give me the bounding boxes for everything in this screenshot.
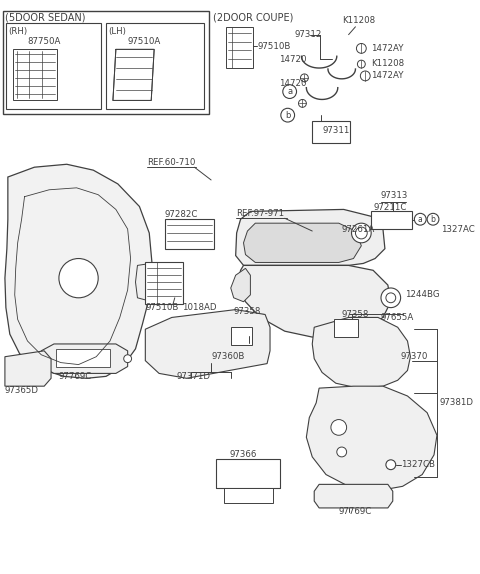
Text: (LH): (LH) — [108, 27, 126, 36]
Circle shape — [358, 60, 365, 68]
Text: 97360B: 97360B — [211, 352, 244, 361]
Text: 1327AC: 1327AC — [441, 224, 475, 234]
Bar — [106, 23, 204, 109]
Text: a: a — [418, 215, 422, 224]
Text: 97510A: 97510A — [128, 37, 161, 46]
Polygon shape — [236, 210, 385, 265]
Bar — [226, 27, 253, 68]
Bar — [371, 211, 412, 229]
Circle shape — [351, 223, 371, 243]
Text: a: a — [287, 87, 292, 96]
Text: 97261A: 97261A — [342, 224, 375, 234]
Polygon shape — [238, 265, 391, 337]
Polygon shape — [135, 262, 165, 302]
Circle shape — [300, 74, 308, 82]
Polygon shape — [314, 484, 393, 508]
Text: 97211C: 97211C — [373, 203, 407, 212]
Text: 14720: 14720 — [279, 79, 306, 88]
Text: 87750A: 87750A — [27, 37, 61, 46]
Bar — [312, 121, 349, 143]
Circle shape — [331, 420, 347, 435]
Text: REF.60-710: REF.60-710 — [147, 158, 196, 167]
Text: 97365D: 97365D — [5, 386, 39, 394]
Text: b: b — [431, 215, 435, 224]
Circle shape — [414, 214, 426, 225]
Text: 1472AY: 1472AY — [371, 71, 404, 80]
Bar — [145, 262, 182, 304]
Circle shape — [59, 258, 98, 298]
Polygon shape — [306, 386, 437, 491]
Text: 97358: 97358 — [234, 307, 261, 316]
Circle shape — [381, 288, 401, 308]
Circle shape — [356, 227, 367, 239]
Text: 97366: 97366 — [230, 451, 257, 459]
Circle shape — [360, 71, 370, 81]
Text: 97370: 97370 — [401, 352, 428, 361]
Text: (2DOOR COUPE): (2DOOR COUPE) — [213, 13, 293, 23]
Bar — [236, 315, 263, 336]
Text: 1018AD: 1018AD — [181, 303, 216, 312]
Circle shape — [283, 85, 297, 99]
Polygon shape — [5, 351, 51, 386]
Text: 1472AY: 1472AY — [371, 44, 404, 53]
Circle shape — [337, 447, 347, 457]
Text: 97311: 97311 — [322, 126, 349, 135]
Text: K11208: K11208 — [342, 17, 375, 25]
Polygon shape — [113, 49, 154, 100]
Text: (RH): (RH) — [8, 27, 27, 36]
Circle shape — [357, 44, 366, 53]
Polygon shape — [231, 268, 251, 302]
Text: 97358: 97358 — [342, 310, 369, 319]
Text: REF.97-971: REF.97-971 — [236, 209, 284, 218]
Text: 97769C: 97769C — [59, 372, 92, 381]
Circle shape — [299, 99, 306, 107]
Text: 97769C: 97769C — [339, 507, 372, 517]
Bar — [231, 327, 252, 345]
Text: 1244BG: 1244BG — [405, 290, 439, 300]
Text: 14720: 14720 — [279, 55, 306, 64]
Bar — [56, 349, 110, 367]
Circle shape — [427, 214, 439, 225]
Bar — [13, 49, 57, 100]
Circle shape — [124, 355, 132, 363]
Text: 97312: 97312 — [295, 30, 322, 39]
Bar — [3, 11, 209, 114]
Text: 97655A: 97655A — [381, 313, 414, 322]
Polygon shape — [312, 317, 410, 388]
Text: 97282C: 97282C — [165, 210, 198, 219]
Circle shape — [281, 108, 295, 122]
Text: 97371D: 97371D — [177, 372, 211, 381]
Text: 97381D: 97381D — [440, 398, 474, 408]
Text: b: b — [285, 111, 290, 119]
Text: K11208: K11208 — [371, 59, 404, 68]
Polygon shape — [5, 164, 152, 378]
Text: 1327CB: 1327CB — [401, 460, 434, 469]
Polygon shape — [243, 223, 361, 262]
Text: 97313: 97313 — [381, 191, 408, 200]
Bar — [224, 488, 273, 503]
Text: 97510B: 97510B — [257, 42, 290, 51]
Bar — [6, 23, 101, 109]
Polygon shape — [41, 344, 128, 374]
Circle shape — [386, 460, 396, 470]
Bar — [334, 319, 359, 337]
Circle shape — [386, 293, 396, 302]
Text: 97510B: 97510B — [145, 303, 179, 312]
Bar — [216, 459, 280, 488]
Text: (5DOOR SEDAN): (5DOOR SEDAN) — [5, 13, 85, 23]
Bar — [165, 219, 214, 249]
Polygon shape — [145, 309, 270, 378]
